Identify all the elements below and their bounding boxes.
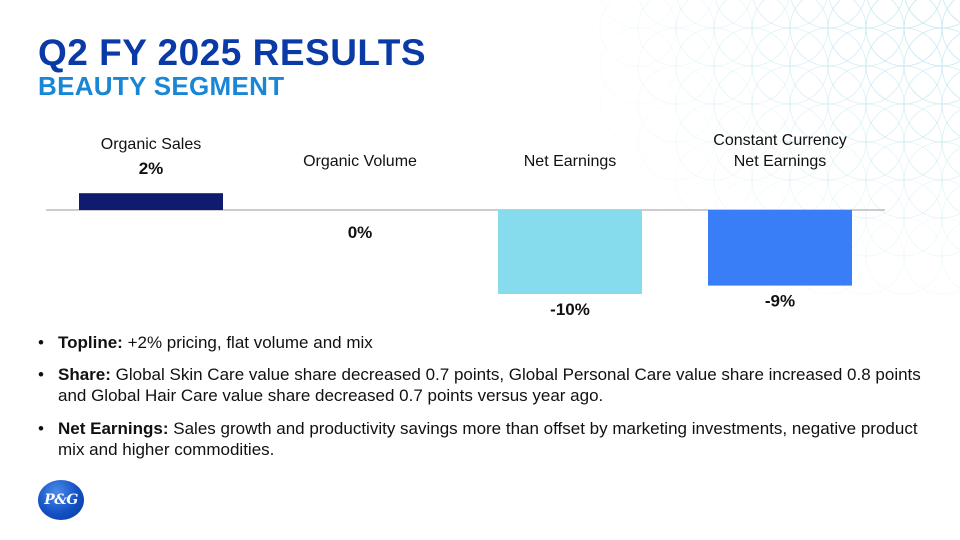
pattern-circle xyxy=(865,179,943,257)
pattern-circle xyxy=(676,0,752,29)
pattern-circle xyxy=(903,27,960,105)
bullet-label: Share: xyxy=(58,365,111,384)
bullet-share: Share: Global Skin Care value share decr… xyxy=(38,364,938,406)
pattern-circle xyxy=(903,141,960,219)
category-label: Net Earnings xyxy=(524,153,617,170)
pattern-circle xyxy=(865,141,943,219)
pattern-circle xyxy=(827,141,905,219)
pattern-circle xyxy=(865,217,943,295)
data-label: -10% xyxy=(550,300,590,319)
pattern-circle xyxy=(599,65,677,143)
pg-logo: P&G xyxy=(38,480,84,520)
pattern-circle xyxy=(903,0,960,67)
bullet-text: Global Skin Care value share decreased 0… xyxy=(58,365,921,405)
pattern-circle xyxy=(751,103,829,181)
category-label: Organic Volume xyxy=(303,153,417,170)
category-label: Constant Currency xyxy=(713,132,846,149)
pattern-circle xyxy=(941,33,960,99)
pattern-circle xyxy=(941,0,960,61)
pattern-circle xyxy=(637,65,715,143)
pattern-circle xyxy=(941,223,960,289)
category-label: Organic Sales xyxy=(101,136,202,153)
page-subtitle: BEAUTY SEGMENT xyxy=(38,71,285,101)
bullet-net-earnings: Net Earnings: Sales growth and productiv… xyxy=(38,418,938,460)
pattern-circle xyxy=(599,27,677,105)
pattern-circle xyxy=(903,217,960,295)
bullet-text: +2% pricing, flat volume and mix xyxy=(122,333,373,352)
data-label: 0% xyxy=(348,223,373,242)
pattern-circle xyxy=(713,65,791,143)
pattern-circle xyxy=(713,103,791,181)
bullet-list: Topline: +2% pricing, flat volume and mi… xyxy=(38,332,938,460)
pattern-circle xyxy=(675,65,753,143)
pattern-circle xyxy=(941,147,960,213)
pattern-circle xyxy=(599,0,677,67)
data-label: -9% xyxy=(765,292,795,311)
page-title: Q2 FY 2025 RESULTS xyxy=(38,32,427,73)
bullet-label: Net Earnings: xyxy=(58,419,169,438)
bar xyxy=(708,210,852,286)
pattern-circle xyxy=(638,0,714,29)
pattern-circle xyxy=(675,103,753,181)
pattern-circle xyxy=(941,71,960,137)
pattern-circle xyxy=(675,27,753,105)
bar xyxy=(498,210,642,294)
pattern-circle xyxy=(675,0,753,67)
pattern-circle xyxy=(637,27,715,105)
pattern-circle xyxy=(637,0,715,67)
bullet-label: Topline: xyxy=(58,333,123,352)
pattern-circle xyxy=(903,179,960,257)
pattern-circle xyxy=(941,185,960,251)
bar xyxy=(79,193,223,210)
bullet-text: Sales growth and productivity savings mo… xyxy=(58,419,918,459)
bullet-topline: Topline: +2% pricing, flat volume and mi… xyxy=(38,332,938,353)
pattern-circle xyxy=(941,109,960,175)
pattern-circle xyxy=(637,141,715,219)
data-label: 2% xyxy=(139,159,164,178)
pattern-circle xyxy=(600,0,676,29)
bar-chart: Organic Sales 2% Organic Volume 0% Net Earni… xyxy=(46,132,885,319)
pattern-circle xyxy=(714,0,790,29)
category-label: Net Earnings xyxy=(734,153,827,170)
pattern-circle xyxy=(637,103,715,181)
